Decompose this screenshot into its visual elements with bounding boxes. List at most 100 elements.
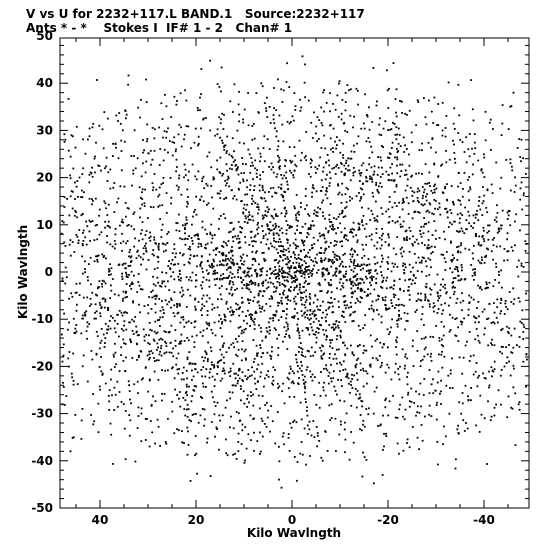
uv-point bbox=[507, 210, 510, 212]
uv-point bbox=[76, 180, 79, 182]
uv-point bbox=[448, 412, 451, 415]
uv-point bbox=[92, 122, 95, 125]
uv-point bbox=[81, 213, 84, 215]
uv-point bbox=[80, 419, 83, 422]
uv-point bbox=[205, 351, 208, 354]
uv-point bbox=[461, 321, 464, 323]
uv-point bbox=[459, 251, 462, 254]
uv-point bbox=[238, 241, 241, 243]
uv-point bbox=[181, 295, 183, 298]
uv-point bbox=[201, 271, 204, 273]
uv-point bbox=[309, 303, 311, 306]
uv-point bbox=[389, 286, 392, 289]
uv-point bbox=[155, 242, 158, 245]
uv-point bbox=[413, 274, 415, 277]
uv-point bbox=[357, 282, 360, 285]
uv-point bbox=[282, 259, 284, 262]
uv-point bbox=[477, 339, 480, 342]
uv-point bbox=[71, 295, 74, 298]
uv-point bbox=[381, 254, 383, 257]
uv-point bbox=[355, 87, 358, 90]
uv-point bbox=[341, 209, 344, 212]
uv-point bbox=[165, 342, 168, 345]
uv-point bbox=[468, 176, 471, 178]
uv-point bbox=[271, 350, 273, 353]
uv-point bbox=[276, 382, 279, 385]
uv-point bbox=[262, 230, 264, 232]
uv-point bbox=[312, 260, 314, 263]
uv-point bbox=[228, 185, 231, 188]
uv-point bbox=[483, 333, 486, 336]
uv-point bbox=[338, 321, 341, 323]
uv-point bbox=[310, 317, 312, 320]
uv-point bbox=[432, 392, 435, 395]
uv-point bbox=[411, 174, 413, 177]
uv-point bbox=[386, 276, 388, 279]
uv-point bbox=[246, 284, 249, 286]
uv-point bbox=[195, 195, 197, 198]
uv-point bbox=[399, 287, 401, 290]
uv-point bbox=[263, 197, 266, 200]
uv-point bbox=[465, 136, 468, 139]
uv-point bbox=[188, 351, 191, 353]
uv-point bbox=[239, 255, 242, 258]
uv-point bbox=[266, 225, 269, 228]
uv-point bbox=[323, 89, 325, 91]
uv-point bbox=[265, 274, 268, 276]
uv-point bbox=[304, 398, 307, 400]
uv-point bbox=[243, 284, 245, 286]
uv-point bbox=[70, 190, 73, 192]
uv-point bbox=[225, 302, 228, 305]
uv-point bbox=[505, 306, 507, 308]
uv-point bbox=[437, 299, 439, 302]
uv-point bbox=[363, 425, 366, 428]
uv-point bbox=[510, 334, 513, 337]
uv-point bbox=[125, 283, 128, 285]
uv-point bbox=[388, 173, 390, 176]
uv-point bbox=[287, 280, 289, 283]
uv-point bbox=[321, 275, 324, 278]
uv-point bbox=[264, 259, 267, 262]
uv-point bbox=[344, 172, 346, 175]
uv-point bbox=[357, 397, 360, 400]
uv-point bbox=[403, 272, 406, 274]
uv-point bbox=[111, 278, 114, 280]
uv-point bbox=[196, 371, 199, 374]
uv-point bbox=[252, 300, 255, 302]
uv-point bbox=[230, 251, 233, 253]
uv-point bbox=[262, 295, 264, 297]
uv-point bbox=[155, 188, 158, 191]
uv-point bbox=[497, 389, 500, 392]
uv-point bbox=[96, 258, 99, 261]
uv-point bbox=[325, 320, 327, 323]
uv-point bbox=[378, 295, 381, 298]
uv-point bbox=[271, 272, 273, 274]
uv-point bbox=[277, 387, 280, 389]
uv-point bbox=[225, 277, 227, 279]
uv-point bbox=[336, 163, 339, 166]
uv-point bbox=[273, 122, 276, 125]
uv-point bbox=[286, 120, 289, 123]
uv-point bbox=[325, 227, 327, 230]
uv-point bbox=[182, 318, 185, 321]
uv-point bbox=[355, 279, 358, 282]
uv-point bbox=[151, 352, 154, 355]
uv-point bbox=[405, 196, 408, 199]
uv-point bbox=[278, 460, 281, 463]
uv-point bbox=[203, 305, 206, 307]
uv-point bbox=[273, 87, 275, 89]
uv-point bbox=[275, 286, 278, 289]
uv-point bbox=[113, 386, 116, 389]
uv-point bbox=[262, 189, 264, 191]
uv-point bbox=[78, 294, 81, 296]
uv-point bbox=[412, 235, 414, 238]
uv-point bbox=[225, 254, 228, 257]
uv-point bbox=[294, 232, 296, 235]
uv-point bbox=[324, 278, 326, 281]
uv-point bbox=[187, 247, 190, 250]
uv-point bbox=[490, 250, 493, 253]
uv-point bbox=[271, 296, 273, 299]
uv-point bbox=[299, 206, 302, 209]
uv-point bbox=[213, 260, 215, 263]
uv-point bbox=[503, 365, 506, 368]
